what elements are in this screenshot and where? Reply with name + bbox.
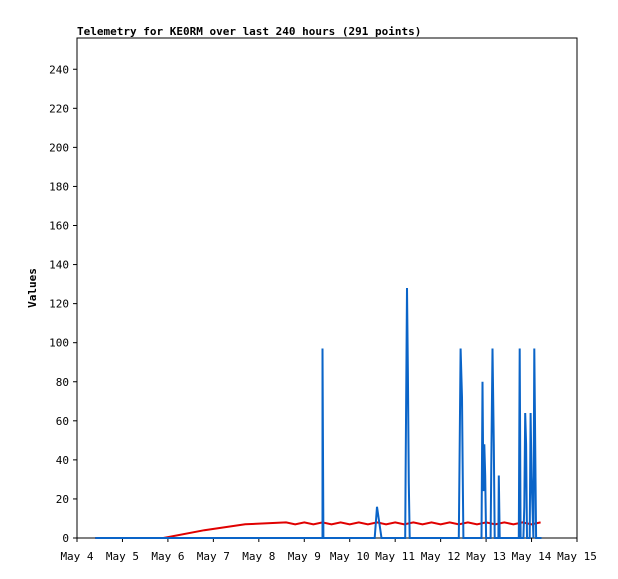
x-tick-label: May 6 bbox=[151, 550, 184, 563]
series-0 bbox=[95, 521, 541, 539]
y-tick-label: 20 bbox=[56, 493, 69, 506]
x-axis: May 4 May 5 May 6 May 7 May 8 May 9 May 10 May … bbox=[60, 538, 597, 563]
y-tick-label: 160 bbox=[49, 220, 69, 233]
y-tick-label: 200 bbox=[49, 141, 69, 154]
series-line bbox=[95, 521, 541, 539]
y-tick-label: 40 bbox=[56, 454, 69, 467]
y-axis: 0 20 40 60 80 100 120 140 160 180 200 220 240 bbox=[49, 63, 77, 545]
x-tick-label: May 9 bbox=[288, 550, 321, 563]
x-tick-label: May 5 bbox=[106, 550, 139, 563]
series-layer bbox=[95, 287, 542, 539]
y-tick-label: 180 bbox=[49, 180, 69, 193]
chart-title: Telemetry for KE0RM over last 240 hours … bbox=[77, 25, 421, 38]
y-tick-label: 240 bbox=[49, 63, 69, 76]
x-tick-label: May 15 bbox=[557, 550, 597, 563]
x-tick-label: May 7 bbox=[197, 550, 230, 563]
x-tick-label: May 4 bbox=[60, 550, 93, 563]
x-tick-label: May 14 bbox=[512, 550, 552, 563]
x-tick-label: May 11 bbox=[375, 550, 415, 563]
y-tick-label: 0 bbox=[62, 532, 69, 545]
y-tick-label: 80 bbox=[56, 376, 69, 389]
y-tick-label: 120 bbox=[49, 298, 69, 311]
x-tick-label: May 12 bbox=[421, 550, 461, 563]
y-tick-label: 60 bbox=[56, 415, 69, 428]
y-tick-label: 140 bbox=[49, 259, 69, 272]
x-tick-label: May 8 bbox=[242, 550, 275, 563]
y-tick-label: 100 bbox=[49, 337, 69, 350]
x-tick-label: May 10 bbox=[330, 550, 370, 563]
plot-area bbox=[76, 37, 578, 539]
y-tick-label: 220 bbox=[49, 102, 69, 115]
series-1 bbox=[95, 287, 542, 539]
y-axis-label: Values bbox=[26, 268, 39, 308]
x-tick-label: May 13 bbox=[466, 550, 506, 563]
series-line bbox=[95, 287, 542, 539]
